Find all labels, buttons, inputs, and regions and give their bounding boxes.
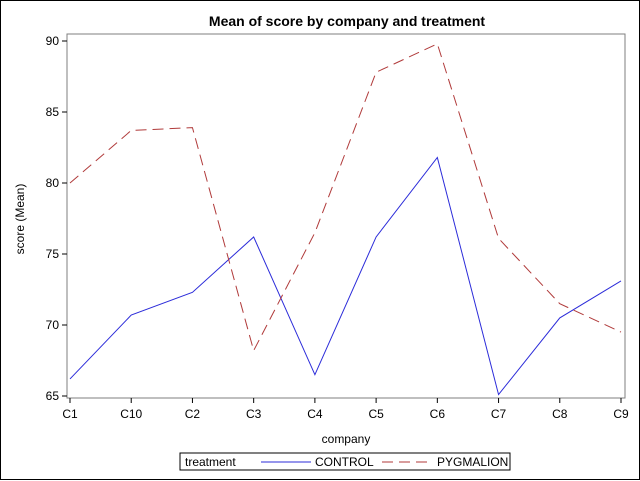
y-tick-label: 90 — [46, 34, 60, 48]
x-tick-label: C9 — [613, 407, 629, 421]
x-tick-label: C8 — [552, 407, 568, 421]
y-tick-label: 65 — [46, 389, 60, 403]
y-axis-label: score (Mean) — [13, 184, 27, 255]
x-tick-label: C7 — [491, 407, 507, 421]
legend: treatment CONTROL PYGMALION — [180, 453, 510, 470]
x-tick-label: C10 — [120, 407, 142, 421]
plot-area — [67, 34, 625, 398]
x-tick-label: C4 — [307, 407, 323, 421]
legend-title: treatment — [185, 455, 236, 469]
series-line-control — [70, 157, 621, 394]
x-axis-label: company — [322, 432, 371, 446]
y-tick-label: 80 — [46, 176, 60, 190]
legend-label-control: CONTROL — [315, 455, 374, 469]
y-axis: 65 70 75 80 85 90 — [46, 34, 67, 403]
chart-title: Mean of score by company and treatment — [209, 13, 486, 29]
x-tick-label: C6 — [430, 407, 446, 421]
legend-label-pygmalion: PYGMALION — [437, 455, 508, 469]
x-tick-label: C1 — [62, 407, 78, 421]
series-line-pygmalion — [70, 44, 621, 351]
y-tick-label: 85 — [46, 105, 60, 119]
series-lines — [70, 44, 621, 395]
y-tick-label: 75 — [46, 247, 60, 261]
x-tick-label: C3 — [246, 407, 262, 421]
y-tick-label: 70 — [46, 318, 60, 332]
x-tick-label: C5 — [368, 407, 384, 421]
x-tick-label: C2 — [185, 407, 201, 421]
x-axis: C1 C10 C2 C3 C4 C5 C6 C7 C8 C9 — [62, 398, 629, 421]
